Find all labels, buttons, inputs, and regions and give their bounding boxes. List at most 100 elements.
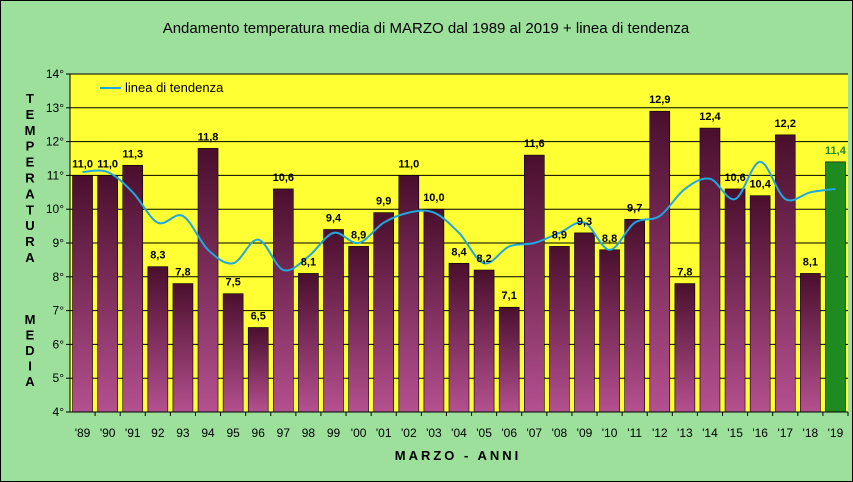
y-axis-title-letter: P <box>26 139 35 154</box>
bar <box>247 327 269 413</box>
y-axis-title-letter: R <box>25 234 35 249</box>
bar <box>523 154 545 413</box>
x-tick-label: '03 <box>426 426 442 440</box>
x-tick-label: '12 <box>652 426 668 440</box>
y-tick-label: 14° <box>46 67 64 81</box>
data-label: 8,4 <box>451 246 467 258</box>
y-tick-label: 6° <box>53 337 65 351</box>
x-tick-label: '17 <box>777 426 793 440</box>
trend-line <box>82 160 836 272</box>
x-tick-label: '02 <box>401 426 417 440</box>
bar <box>825 161 846 413</box>
data-label: 6,5 <box>251 311 266 323</box>
x-tick-label: '13 <box>677 426 693 440</box>
data-label: 12,9 <box>649 94 670 106</box>
x-tick-label: 97 <box>277 426 291 440</box>
y-axis-title-letter: E <box>26 107 35 122</box>
bar <box>323 229 344 413</box>
data-label: 10,0 <box>423 192 444 204</box>
bar <box>473 269 495 413</box>
data-label: 9,3 <box>577 216 592 228</box>
legend: linea di tendenza <box>100 80 224 95</box>
x-tick-label: 93 <box>176 426 190 440</box>
y-axis-title-letter: M <box>25 123 36 138</box>
data-label: 11,0 <box>97 158 118 170</box>
x-tick-label: '11 <box>627 426 642 440</box>
data-label: 11,4 <box>825 145 847 157</box>
data-label: 7,8 <box>677 267 692 279</box>
y-axis-title-letter: U <box>25 218 34 233</box>
x-tick-label: 99 <box>327 426 341 440</box>
chart-title: Andamento temperatura media di MARZO dal… <box>163 20 690 37</box>
data-label: 7,5 <box>225 277 240 289</box>
data-label: 11,6 <box>524 138 545 150</box>
y-tick-label: 10° <box>46 202 64 216</box>
y-tick-label: 5° <box>53 371 65 385</box>
bar <box>172 283 194 413</box>
bar <box>599 249 620 413</box>
data-label: 9,7 <box>627 202 642 214</box>
y-tick-label: 4° <box>53 405 65 419</box>
x-tick-label: '05 <box>476 426 492 440</box>
bar <box>72 175 93 413</box>
bar <box>674 283 696 413</box>
bar <box>774 134 796 413</box>
y-axis-title-letter: E <box>26 328 35 343</box>
y-tick-label: 7° <box>53 304 65 318</box>
bar <box>197 148 219 413</box>
x-tick-label: '90 <box>100 426 116 440</box>
bar <box>574 232 595 413</box>
y-axis-title-letter: A <box>25 374 35 389</box>
data-label: 8,9 <box>351 229 366 241</box>
x-tick-label: 95 <box>226 426 240 440</box>
data-label: 7,8 <box>175 267 190 279</box>
bar <box>749 195 771 413</box>
y-tick-label: 12° <box>46 135 64 149</box>
bar <box>97 175 118 413</box>
y-tick-label: 8° <box>53 270 65 284</box>
x-tick-label: '91 <box>125 426 141 440</box>
data-label: 8,8 <box>602 233 617 245</box>
data-label: 10,4 <box>749 179 771 191</box>
x-tick-label: '06 <box>501 426 517 440</box>
y-axis-title-letter: I <box>28 359 32 374</box>
bar <box>423 208 445 413</box>
y-axis-title-letter: D <box>25 343 34 358</box>
bar <box>549 246 570 413</box>
bar <box>273 188 294 413</box>
bar <box>373 212 395 413</box>
data-label: 8,9 <box>552 229 567 241</box>
y-axis-title-letter: T <box>26 202 34 217</box>
bar <box>222 293 244 413</box>
data-label: 9,9 <box>376 196 391 208</box>
x-tick-label: 96 <box>252 426 266 440</box>
x-tick-label: '07 <box>526 426 542 440</box>
x-axis-title: MARZO - ANNI <box>395 448 522 463</box>
legend-label: linea di tendenza <box>125 80 224 95</box>
x-tick-label: 94 <box>201 426 215 440</box>
x-tick-label: '15 <box>727 426 743 440</box>
x-tick-label: '19 <box>828 426 844 440</box>
data-label: 12,4 <box>699 111 721 123</box>
bar <box>298 273 319 413</box>
y-axis-title-letter: A <box>25 186 35 201</box>
y-tick-label: 11° <box>47 168 64 182</box>
x-tick-label: '01 <box>376 426 392 440</box>
x-tick-label: 98 <box>302 426 316 440</box>
x-tick-label: '16 <box>752 426 768 440</box>
y-axis-title-letter: A <box>25 250 35 265</box>
data-label: 8,1 <box>301 256 316 268</box>
data-label: 8,3 <box>150 250 165 262</box>
data-label: 7,1 <box>502 290 517 302</box>
y-axis-title-letter: T <box>26 91 34 106</box>
bar <box>448 262 470 413</box>
data-label: 10,6 <box>724 172 745 184</box>
x-tick-label: '89 <box>75 426 91 440</box>
bar <box>624 219 645 413</box>
bar <box>649 110 671 413</box>
y-axis-title-letter: E <box>26 155 35 170</box>
data-label: 12,2 <box>775 118 796 130</box>
bar <box>699 127 721 413</box>
data-label: 8,2 <box>476 253 491 265</box>
